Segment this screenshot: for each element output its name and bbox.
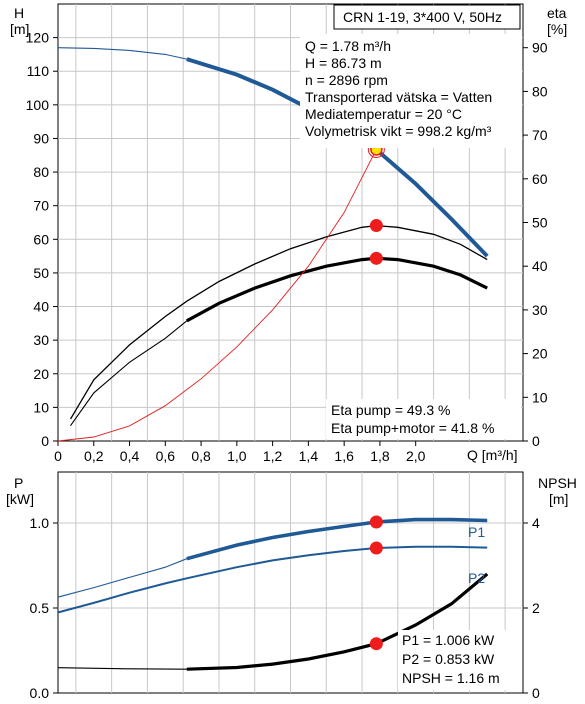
power-tick-label: 0.0 xyxy=(30,685,50,699)
flow-tick-label: 0,6 xyxy=(156,448,176,464)
power-tick-label: 0.5 xyxy=(30,600,50,616)
npsh-tick-label: 4 xyxy=(532,515,540,531)
chart-title: CRN 1-19, 3*400 V, 50Hz xyxy=(343,9,502,25)
head-tick-label: 30 xyxy=(33,332,49,348)
power-axis-ticks: 0.0 0.5 1.0 xyxy=(30,515,58,699)
eta-axis-label: eta xyxy=(547,5,567,21)
efficiency-info: Eta pump = 49.3 % Eta pump+motor = 41.8 … xyxy=(326,399,521,439)
eta-axis-ticks: 0 10 20 30 40 50 60 70 80 90 xyxy=(523,40,548,449)
flow-axis-ticks: 0 0,2 0,4 0,6 0,8 1,0 1,2 1,4 1,6 1,8 2,0 xyxy=(54,441,426,464)
series-label-p2: P2 xyxy=(468,570,485,586)
eta-tick-label: 10 xyxy=(532,389,548,405)
info-head: H = 86.73 m xyxy=(305,55,382,71)
power-info: P1 = 1.006 kW P2 = 0.853 kW NPSH = 1.16 … xyxy=(398,630,522,690)
head-tick-label: 110 xyxy=(27,63,50,79)
flow-tick-label: 0,4 xyxy=(120,448,140,464)
info-density: Volymetrisk vikt = 998.2 kg/m³ xyxy=(305,123,492,139)
flow-tick-label: 2,0 xyxy=(406,448,426,464)
operating-info: Q = 1.78 m³/h H = 86.73 m n = 2896 rpm T… xyxy=(300,34,522,148)
head-tick-label: 70 xyxy=(33,198,49,214)
flow-axis-label: Q [m³/h] xyxy=(467,447,518,463)
flow-tick-label: 1,8 xyxy=(370,448,390,464)
eta-tick-label: 50 xyxy=(532,215,548,231)
npsh-tick-label: 2 xyxy=(532,600,540,616)
head-tick-label: 90 xyxy=(33,130,49,146)
duty-point-power xyxy=(370,637,383,650)
power-npsh-chart: 0.0 0.5 1.0 0 2 4 P [kW] NPSH [m] P1 P2 P1 =… xyxy=(6,472,577,699)
npsh-axis-unit: [m] xyxy=(549,491,568,507)
info-flow: Q = 1.78 m³/h xyxy=(305,38,391,54)
npsh-tick-label: 0 xyxy=(532,685,540,699)
eta-tick-label: 30 xyxy=(532,302,548,318)
head-eta-chart: 0102030405060708090100110120 01020304050… xyxy=(10,4,567,464)
duty-point-power xyxy=(370,541,383,554)
duty-point-efficiency xyxy=(370,219,383,232)
eta-tick-label: 40 xyxy=(532,258,548,274)
power-axis-label: P xyxy=(14,475,23,491)
power-tick-label: 1.0 xyxy=(30,515,50,531)
series-label-p1: P1 xyxy=(468,524,485,540)
flow-tick-label: 0 xyxy=(54,448,62,464)
head-axis-label: H xyxy=(14,5,24,21)
eta-tick-label: 90 xyxy=(532,40,548,56)
info-temperature: Mediatemperatur = 20 °C xyxy=(305,106,462,122)
p1-text: P1 = 1.006 kW xyxy=(402,632,495,648)
eta-pump-motor-text: Eta pump+motor = 41.8 % xyxy=(331,420,494,436)
head-tick-label: 100 xyxy=(26,97,50,113)
head-tick-label: 50 xyxy=(33,265,49,281)
power-axis-unit: [kW] xyxy=(6,491,34,507)
head-axis-unit: [m] xyxy=(10,21,29,37)
eta-tick-label: 80 xyxy=(532,83,548,99)
head-tick-label: 10 xyxy=(33,399,49,415)
flow-tick-label: 0,8 xyxy=(191,448,211,464)
head-axis-ticks: 0102030405060708090100110120 xyxy=(26,30,58,449)
info-liquid: Transporterad vätska = Vatten xyxy=(305,89,492,105)
info-speed: n = 2896 rpm xyxy=(305,72,388,88)
p2-text: P2 = 0.853 kW xyxy=(402,651,495,667)
flow-tick-label: 0,2 xyxy=(84,448,104,464)
flow-tick-label: 1,0 xyxy=(227,448,247,464)
head-tick-label: 0 xyxy=(41,433,49,449)
npsh-axis-label: NPSH xyxy=(538,475,577,491)
eta-pump-text: Eta pump = 49.3 % xyxy=(331,402,450,418)
flow-tick-label: 1,6 xyxy=(334,448,354,464)
eta-tick-label: 0 xyxy=(532,433,540,449)
npsh-text: NPSH = 1.16 m xyxy=(402,670,500,686)
flow-tick-label: 1,2 xyxy=(263,448,283,464)
head-tick-label: 60 xyxy=(33,231,49,247)
npsh-axis-ticks: 0 2 4 xyxy=(523,515,540,699)
eta-tick-label: 20 xyxy=(532,346,548,362)
head-tick-label: 20 xyxy=(33,366,49,382)
flow-tick-label: 1,4 xyxy=(299,448,319,464)
duty-point-power xyxy=(370,515,383,528)
head-tick-label: 80 xyxy=(33,164,49,180)
eta-tick-label: 60 xyxy=(532,171,548,187)
eta-tick-label: 70 xyxy=(532,127,548,143)
eta-axis-unit: [%] xyxy=(547,21,567,37)
head-tick-label: 40 xyxy=(33,299,49,315)
duty-point-efficiency xyxy=(370,252,383,265)
